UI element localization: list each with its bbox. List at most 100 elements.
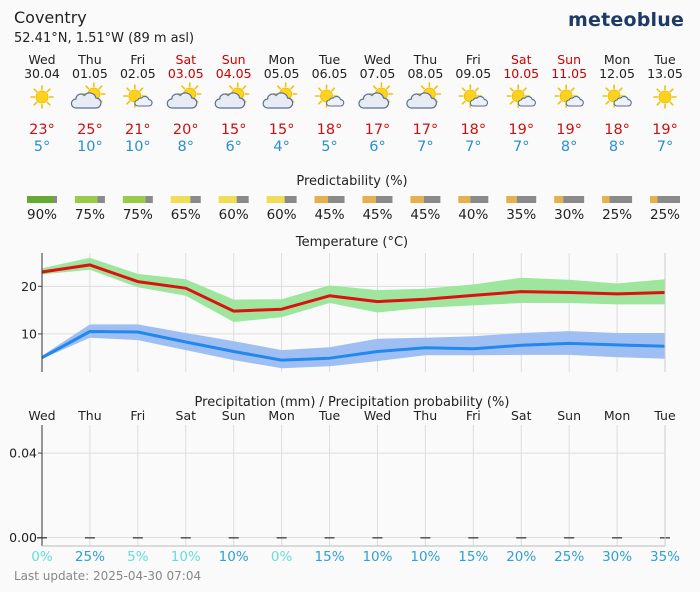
predictability-bar (650, 196, 658, 203)
min-temp: 10° (77, 139, 103, 155)
sun-small-cloud-icon (554, 84, 584, 108)
min-temp: 7° (417, 139, 433, 155)
brand-logo[interactable]: meteoblue (568, 9, 685, 31)
predictability-bar-remainder (190, 196, 201, 203)
precipitation-probability: 0% (31, 549, 53, 565)
day-name: Wed (364, 52, 391, 67)
day-name: Mon (604, 52, 630, 67)
precipitation-bar (84, 537, 95, 539)
sun-icon (30, 85, 54, 109)
predictability-bar-remainder (236, 196, 249, 203)
precipitation-probability: 10% (171, 549, 201, 565)
predictability-bar (458, 196, 471, 203)
predictability-bar-remainder (328, 196, 345, 203)
predictability-label: 35% (506, 207, 536, 223)
max-temp: 25° (77, 122, 103, 138)
min-temperature-line (41, 330, 666, 362)
precipitation-probability: 20% (506, 549, 536, 565)
predictability-bar (362, 196, 376, 203)
precipitation-bar (564, 537, 575, 539)
precipitation-bar (132, 537, 143, 539)
max-temp: 17° (365, 122, 391, 138)
min-temp: 5° (321, 139, 337, 155)
predictability-bar (266, 196, 285, 203)
predictability-bar (74, 196, 98, 203)
day-name: Sat (511, 52, 532, 67)
predictability-label: 65% (171, 207, 201, 223)
min-temp: 7° (513, 139, 529, 155)
day-name: Fri (130, 52, 145, 67)
sun-cloud-icon (262, 82, 298, 109)
precipitation-day-label: Wed (28, 408, 55, 423)
day-date: 03.05 (168, 66, 204, 81)
predictability-bar (410, 196, 424, 203)
day-header-row: Wed30.0423°5°Thu01.0525°10°Fri02.0521°10… (24, 52, 683, 155)
precipitation-chart: Precipitation (mm) / Precipitation proba… (9, 395, 680, 565)
precipitation-probability: 10% (362, 549, 392, 565)
predictability-label: 60% (219, 207, 249, 223)
precipitation-day-label: Mon (268, 408, 294, 423)
predictability-bar (170, 196, 191, 203)
precipitation-plot-area (42, 425, 665, 546)
max-temp: 19° (508, 122, 534, 138)
precipitation-probability: 35% (650, 549, 680, 565)
temperature-title: Temperature (°C) (295, 235, 408, 250)
precipitation-probability: 25% (554, 549, 584, 565)
max-temp: 19° (556, 122, 582, 138)
precipitation-bar (516, 537, 527, 539)
max-temp: 23° (29, 122, 55, 138)
day-date: 30.04 (24, 66, 60, 81)
day-name: Thu (413, 52, 437, 67)
predictability-bar-remainder (470, 196, 489, 203)
predictability-label: 45% (410, 207, 440, 223)
day-date: 01.05 (72, 66, 108, 81)
predictability-bar (602, 196, 610, 203)
predictability-bar (122, 196, 146, 203)
precipitation-probability: 25% (75, 549, 105, 565)
precipitation-bar (180, 537, 191, 539)
min-temperature-band (42, 324, 665, 369)
predictability-label: 75% (75, 207, 105, 223)
predictability-title: Predictability (%) (296, 174, 407, 189)
predictability-bar (554, 196, 564, 203)
day-name: Thu (77, 52, 101, 67)
precipitation-day-label: Sun (222, 408, 246, 423)
max-temp: 18° (460, 122, 486, 138)
day-name: Sun (557, 52, 581, 67)
min-temp: 8° (178, 139, 194, 155)
location-title: Coventry (14, 8, 87, 27)
sun-small-cloud-icon (458, 84, 489, 108)
precipitation-day-label: Tue (653, 408, 676, 423)
precipitation-probability: 0% (271, 549, 293, 565)
max-temperature-line (41, 263, 666, 313)
min-temp: 6° (225, 139, 241, 155)
precipitation-tick-label: 0.00 (9, 530, 37, 545)
day-name: Sun (222, 52, 246, 67)
temperature-chart: Temperature (°C) 10 20 (21, 235, 666, 372)
max-temp: 17° (413, 122, 439, 138)
predictability-bar-remainder (516, 196, 537, 203)
day-name: Fri (466, 52, 481, 67)
day-date: 08.05 (407, 66, 443, 81)
sun-small-cloud-icon (314, 84, 345, 108)
precipitation-title: Precipitation (mm) / Precipitation proba… (195, 395, 510, 410)
day-name: Mon (268, 52, 294, 67)
day-date: 11.05 (551, 66, 587, 81)
predictability-bar (506, 196, 517, 203)
predictability-bar-remainder (97, 196, 105, 203)
precipitation-day-label: Sun (557, 408, 581, 423)
min-temp: 7° (465, 139, 481, 155)
predictability-label: 45% (362, 207, 392, 223)
min-temp: 8° (609, 139, 625, 155)
precipitation-probability: 5% (127, 549, 149, 565)
precipitation-probability: 10% (410, 549, 440, 565)
precipitation-bar (324, 537, 335, 539)
day-name: Sat (176, 52, 197, 67)
precipitation-day-label: Tue (318, 408, 341, 423)
max-temp: 15° (221, 122, 247, 138)
predictability-label: 45% (315, 207, 345, 223)
day-date: 04.05 (216, 66, 252, 81)
min-temp: 4° (273, 139, 289, 155)
max-temp: 20° (173, 122, 199, 138)
